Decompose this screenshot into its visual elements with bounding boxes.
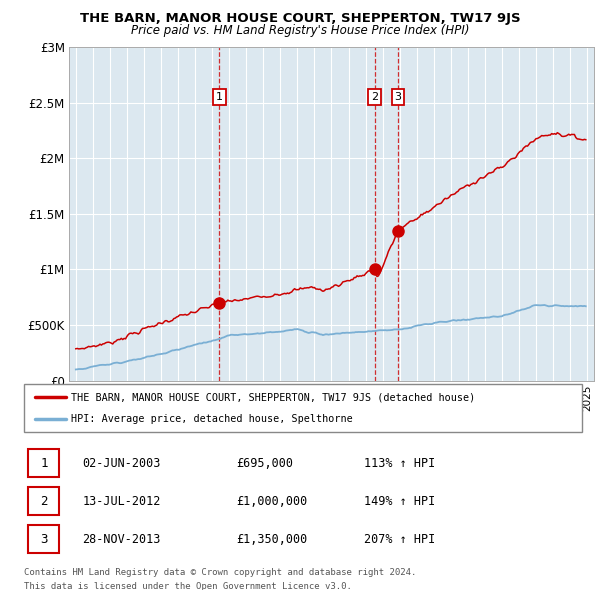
Text: £1,350,000: £1,350,000 — [236, 533, 307, 546]
Text: Contains HM Land Registry data © Crown copyright and database right 2024.: Contains HM Land Registry data © Crown c… — [24, 568, 416, 576]
Text: THE BARN, MANOR HOUSE COURT, SHEPPERTON, TW17 9JS (detached house): THE BARN, MANOR HOUSE COURT, SHEPPERTON,… — [71, 392, 476, 402]
Bar — [28, 487, 59, 515]
Text: 02-JUN-2003: 02-JUN-2003 — [83, 457, 161, 470]
Text: 1: 1 — [40, 457, 47, 470]
Text: 149% ↑ HPI: 149% ↑ HPI — [364, 494, 436, 508]
Bar — [28, 525, 59, 553]
Text: THE BARN, MANOR HOUSE COURT, SHEPPERTON, TW17 9JS: THE BARN, MANOR HOUSE COURT, SHEPPERTON,… — [80, 12, 520, 25]
Text: 207% ↑ HPI: 207% ↑ HPI — [364, 533, 436, 546]
Text: 28-NOV-2013: 28-NOV-2013 — [83, 533, 161, 546]
Text: 2: 2 — [371, 92, 379, 102]
Text: HPI: Average price, detached house, Spelthorne: HPI: Average price, detached house, Spel… — [71, 414, 353, 424]
Text: 3: 3 — [40, 533, 47, 546]
Text: 113% ↑ HPI: 113% ↑ HPI — [364, 457, 436, 470]
Bar — [28, 449, 59, 477]
Text: Price paid vs. HM Land Registry's House Price Index (HPI): Price paid vs. HM Land Registry's House … — [131, 24, 469, 37]
Text: 13-JUL-2012: 13-JUL-2012 — [83, 494, 161, 508]
Text: £1,000,000: £1,000,000 — [236, 494, 307, 508]
Text: 3: 3 — [394, 92, 401, 102]
Text: This data is licensed under the Open Government Licence v3.0.: This data is licensed under the Open Gov… — [24, 582, 352, 590]
Text: 2: 2 — [40, 494, 47, 508]
Text: £695,000: £695,000 — [236, 457, 293, 470]
Text: 1: 1 — [216, 92, 223, 102]
